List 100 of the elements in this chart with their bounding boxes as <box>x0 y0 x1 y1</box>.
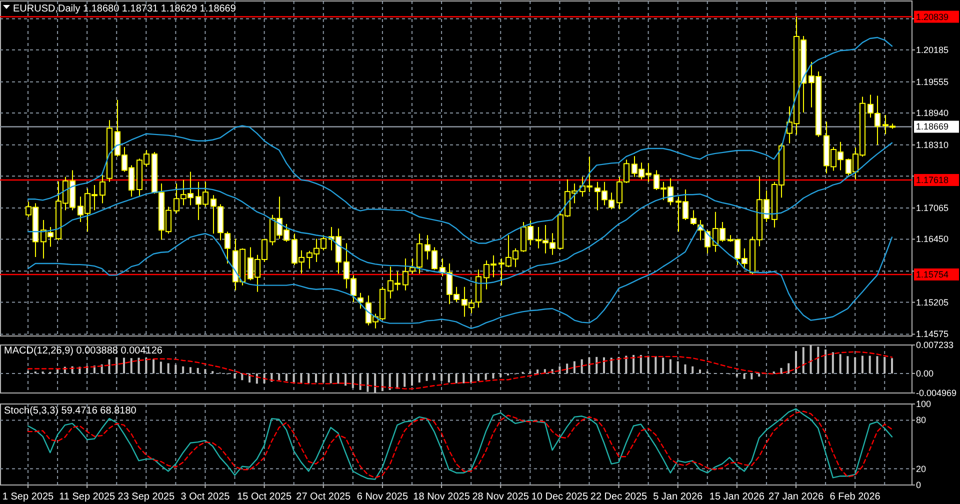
bar <box>824 349 827 374</box>
bar <box>330 373 332 384</box>
bar <box>174 364 177 374</box>
x-tick-label: 22 Dec 2025 <box>590 492 648 502</box>
bar <box>315 373 317 382</box>
bar <box>411 373 413 386</box>
bar <box>854 357 856 374</box>
bar <box>758 373 760 377</box>
candlestick <box>416 233 422 274</box>
x-tick-label: 6 Feb 2026 <box>830 492 881 502</box>
x-tick-label: 23 Sep 2025 <box>118 492 175 502</box>
line-series <box>27 36 893 244</box>
bar <box>632 354 635 374</box>
bar <box>566 364 568 374</box>
bar <box>470 373 472 382</box>
bar <box>204 369 206 374</box>
bar <box>248 373 251 382</box>
bar <box>484 373 487 380</box>
bar <box>234 373 236 379</box>
bar <box>426 373 428 381</box>
bar <box>100 364 103 374</box>
line-series <box>27 224 893 329</box>
y-tick-label: -0.004969 <box>916 388 957 398</box>
x-tick-label: 18 Nov 2025 <box>413 492 470 502</box>
bar <box>278 373 280 380</box>
bar <box>292 373 295 382</box>
bar <box>462 373 465 384</box>
y-tick-label: 1.15205 <box>916 297 949 308</box>
bar <box>300 373 302 384</box>
bar <box>492 373 494 379</box>
x-tick-label: 28 Nov 2025 <box>472 492 530 502</box>
x-tick-label: 1 Sep 2025 <box>2 492 54 502</box>
bar <box>750 373 753 380</box>
bar <box>145 358 148 374</box>
bar <box>736 373 738 377</box>
bar <box>743 373 746 379</box>
x-tick-label: 15 Jan 2026 <box>709 492 765 502</box>
bar <box>160 362 162 374</box>
candlestick <box>358 292 364 310</box>
y-tick-label: 1.17065 <box>916 203 949 214</box>
y-tick-label: 1.16450 <box>916 234 949 244</box>
x-tick-label: 6 Nov 2025 <box>356 492 408 502</box>
bar <box>684 364 686 374</box>
bar <box>130 358 132 374</box>
chart-title: MACD(12,26,9) 0.003888 0.004126 <box>4 346 163 356</box>
bar <box>152 359 155 374</box>
bar <box>802 347 804 374</box>
bar <box>618 356 620 374</box>
y-tick-label: 0 <box>916 480 922 490</box>
bar <box>418 373 420 382</box>
y-tick-label: 100 <box>916 399 932 409</box>
y-tick-label: 0.00 <box>916 368 934 378</box>
candlestick <box>704 230 710 254</box>
bar <box>500 373 502 377</box>
bar <box>536 370 539 374</box>
candlestick <box>224 231 230 264</box>
bar <box>596 356 598 374</box>
bar <box>322 373 324 382</box>
bar <box>167 363 170 374</box>
bar <box>477 373 480 381</box>
bar <box>337 373 340 384</box>
bar <box>404 373 406 387</box>
bar <box>433 373 436 380</box>
bar <box>610 358 612 374</box>
bar <box>189 367 192 374</box>
bar <box>56 370 59 374</box>
ref-line-label: 1.20839 <box>916 12 949 22</box>
x-tick-label: 11 Sep 2025 <box>59 492 116 502</box>
bar <box>832 352 834 374</box>
bar <box>241 373 244 380</box>
bar <box>573 361 576 374</box>
chart-title: Stoch(5,3,3) 59.4716 68.8180 <box>4 406 137 416</box>
candlestick <box>100 174 106 204</box>
bar <box>839 354 842 374</box>
bar <box>676 361 679 374</box>
x-tick-label: 27 Oct 2025 <box>296 492 352 502</box>
bar <box>448 373 450 382</box>
bar <box>640 354 642 374</box>
bar <box>647 356 650 374</box>
x-tick-label: 5 Jan 2026 <box>653 492 704 502</box>
bar <box>352 373 354 388</box>
bar <box>699 370 701 374</box>
chart-title: EURUSD,Daily 1.18680 1.18731 1.18629 1.18669 <box>13 4 236 14</box>
bar <box>654 356 657 374</box>
bar <box>795 351 797 374</box>
x-tick-label: 3 Oct 2025 <box>180 492 230 502</box>
bar <box>625 356 628 374</box>
ref-line-label: 1.18669 <box>916 122 949 132</box>
bar <box>780 368 782 374</box>
bar <box>285 373 288 381</box>
bar <box>388 373 391 390</box>
bar <box>846 356 849 374</box>
bar <box>196 368 199 374</box>
ref-line-label: 1.15754 <box>916 269 949 280</box>
bar <box>588 357 590 374</box>
bar <box>359 373 362 390</box>
bar <box>669 359 672 374</box>
y-tick-label: 1.14575 <box>916 329 949 340</box>
x-tick-label: 27 Jan 2026 <box>768 492 824 502</box>
bar <box>344 373 347 386</box>
